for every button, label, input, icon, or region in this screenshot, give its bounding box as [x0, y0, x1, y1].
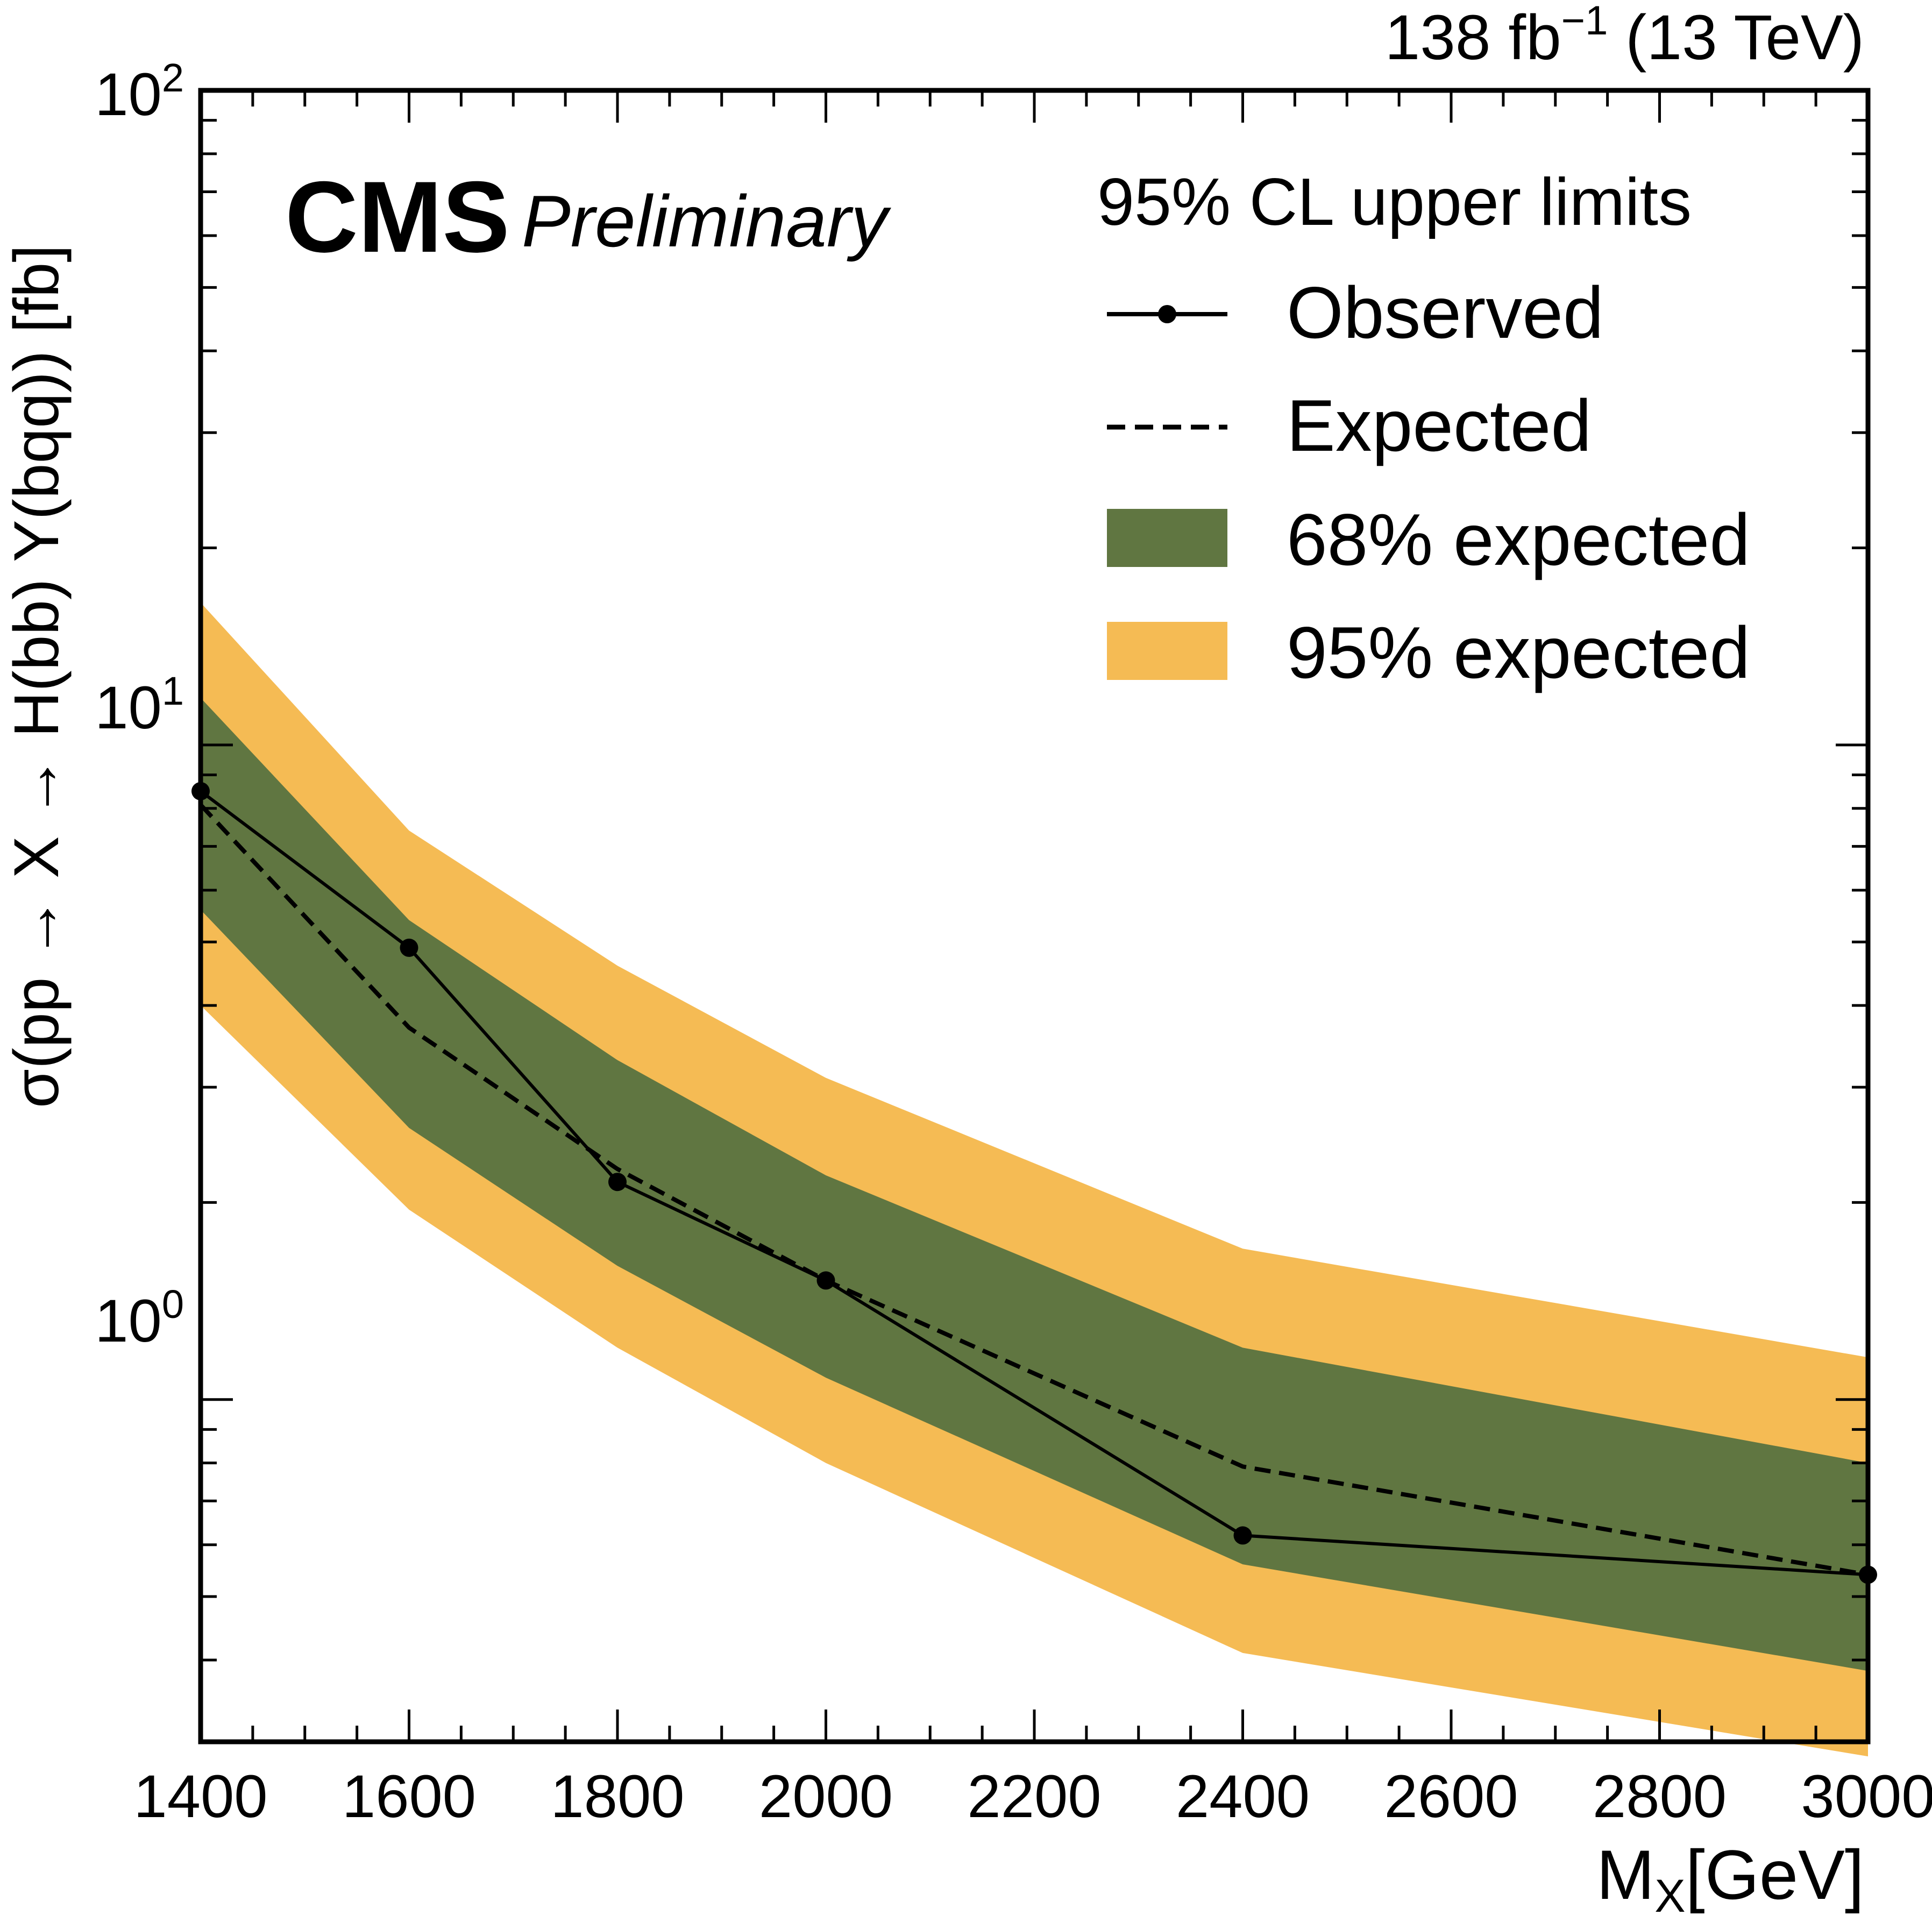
legend-observed-label: Observed	[1287, 272, 1604, 353]
observed-point	[816, 1271, 835, 1290]
band-68-expected	[201, 698, 1868, 1671]
y-axis-title: σ(pp → X → H(bb) Y(bqq)) [fb]	[1, 245, 72, 1108]
x-axis-title: MX[GeV]	[1596, 1835, 1864, 1915]
x-tick-label: 2000	[759, 1763, 893, 1830]
preliminary-label: Preliminary	[522, 180, 891, 262]
cms-label: CMS	[285, 160, 510, 273]
x-tick-label: 1800	[550, 1763, 684, 1830]
x-tick-labels: 1400 1600 1800 2000 2200 2400 2600 2800 3000	[133, 1763, 1932, 1830]
legend-observed-marker	[1158, 305, 1176, 323]
x-tick-label: 2400	[1176, 1763, 1310, 1830]
x-tick-label: 3000	[1801, 1763, 1932, 1830]
legend: 95% CL upper limits Observed Expected 68…	[1097, 165, 1750, 693]
expected-bands	[201, 602, 1868, 1757]
y-tick-label-1: 100	[95, 1282, 184, 1354]
legend-95-swatch	[1107, 622, 1227, 680]
observed-line	[200, 790, 1869, 1577]
plot-frame	[198, 88, 1871, 1744]
observed-point	[400, 938, 418, 957]
legend-expected-label: Expected	[1287, 385, 1592, 466]
legend-68-swatch	[1107, 509, 1227, 567]
lumi-label: 138 fb−1 (13 TeV)	[1385, 0, 1864, 73]
observed-point	[608, 1173, 627, 1191]
x-tick-label: 2600	[1384, 1763, 1518, 1830]
observed-point	[1233, 1526, 1252, 1545]
x-tick-label: 1600	[342, 1763, 476, 1830]
expected-line	[199, 803, 1869, 1577]
x-tick-label: 1400	[133, 1763, 267, 1830]
x-tick-label: 2200	[967, 1763, 1101, 1830]
legend-95-label: 95% expected	[1287, 612, 1750, 693]
legend-title: 95% CL upper limits	[1097, 165, 1692, 239]
y-tick-label-100: 102	[95, 55, 184, 128]
legend-68-label: 68% expected	[1287, 499, 1750, 580]
y-tick-label-10: 101	[95, 669, 184, 741]
x-tick-label: 2800	[1593, 1763, 1727, 1830]
